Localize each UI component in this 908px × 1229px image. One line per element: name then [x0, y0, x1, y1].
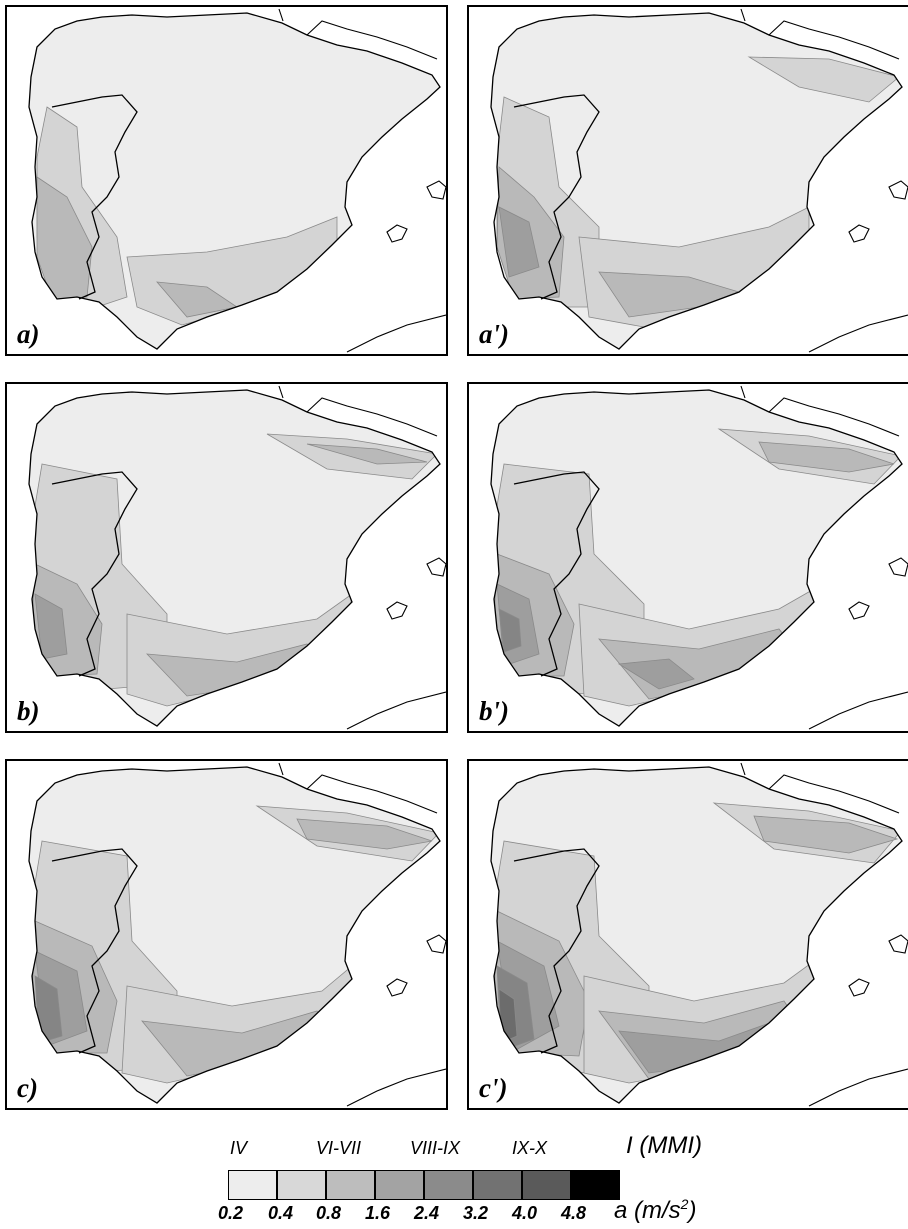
- africa-coastline: [809, 315, 908, 352]
- ibiza-island: [849, 225, 869, 242]
- legend-acc-5: 3.2: [463, 1203, 488, 1224]
- legend-swatch-6: [473, 1170, 522, 1200]
- legend-intensity-ix-x: IX-X: [512, 1138, 547, 1159]
- legend-acceleration-unit: a (m/s2): [614, 1196, 696, 1225]
- panel-label-a-prime: a'): [479, 319, 509, 350]
- legend-swatch-1: [228, 1170, 277, 1200]
- legend-intensity-iv: IV: [230, 1138, 247, 1159]
- panel-label-c: c): [17, 1073, 38, 1104]
- mallorca-island: [427, 181, 446, 199]
- iberia-map-a: [7, 7, 446, 354]
- legend-swatch-4: [375, 1170, 424, 1200]
- legend-acc-3: 1.6: [365, 1203, 390, 1224]
- map-panel-c: c): [5, 759, 448, 1110]
- ibiza-island: [849, 979, 869, 996]
- mallorca-island: [427, 935, 446, 953]
- africa-coastline: [347, 315, 446, 352]
- africa-coastline: [347, 692, 446, 729]
- mallorca-island: [889, 181, 908, 199]
- legend-acc-unit-close: ): [688, 1197, 696, 1224]
- panel-label-b: b): [17, 696, 40, 727]
- legend-intensity-unit: I (MMI): [626, 1132, 702, 1160]
- ibiza-island: [387, 602, 407, 619]
- africa-coastline: [347, 1069, 446, 1106]
- ibiza-island: [849, 602, 869, 619]
- ibiza-island: [387, 979, 407, 996]
- map-panel-a-prime: a'): [467, 5, 908, 356]
- map-panel-a: a): [5, 5, 448, 356]
- map-panel-b: b): [5, 382, 448, 733]
- legend-acc-2: 0.8: [316, 1203, 341, 1224]
- legend-intensity-viii-ix: VIII-IX: [410, 1138, 460, 1159]
- legend-acc-0: 0.2: [218, 1203, 243, 1224]
- legend-swatch-2: [277, 1170, 326, 1200]
- panel-label-b-prime: b'): [479, 696, 509, 727]
- legend-swatch-7: [522, 1170, 571, 1200]
- africa-coastline: [809, 692, 908, 729]
- mallorca-island: [889, 935, 908, 953]
- iberia-map-b-prime: [469, 384, 908, 731]
- iberia-map-c-prime: [469, 761, 908, 1108]
- legend-swatch-3: [326, 1170, 375, 1200]
- legend-acc-1: 0.4: [268, 1203, 293, 1224]
- legend-intensity-vi-vii: VI-VII: [316, 1138, 361, 1159]
- africa-coastline: [809, 1069, 908, 1106]
- panel-label-a: a): [17, 319, 40, 350]
- map-panel-b-prime: b'): [467, 382, 908, 733]
- mallorca-island: [427, 558, 446, 576]
- iberia-map-b: [7, 384, 446, 731]
- legend-acc-4: 2.4: [414, 1203, 439, 1224]
- mallorca-island: [889, 558, 908, 576]
- panel-label-c-prime: c'): [479, 1073, 507, 1104]
- iberia-map-a-prime: [469, 7, 908, 354]
- iberia-map-c: [7, 761, 446, 1108]
- legend-swatch-5: [424, 1170, 473, 1200]
- legend-acc-7: 4.8: [561, 1203, 586, 1224]
- legend-acc-unit-text: a (m/s: [614, 1197, 681, 1224]
- legend-swatch-8: [571, 1170, 620, 1200]
- legend-acc-6: 4.0: [512, 1203, 537, 1224]
- ibiza-island: [387, 225, 407, 242]
- map-panel-c-prime: c'): [467, 759, 908, 1110]
